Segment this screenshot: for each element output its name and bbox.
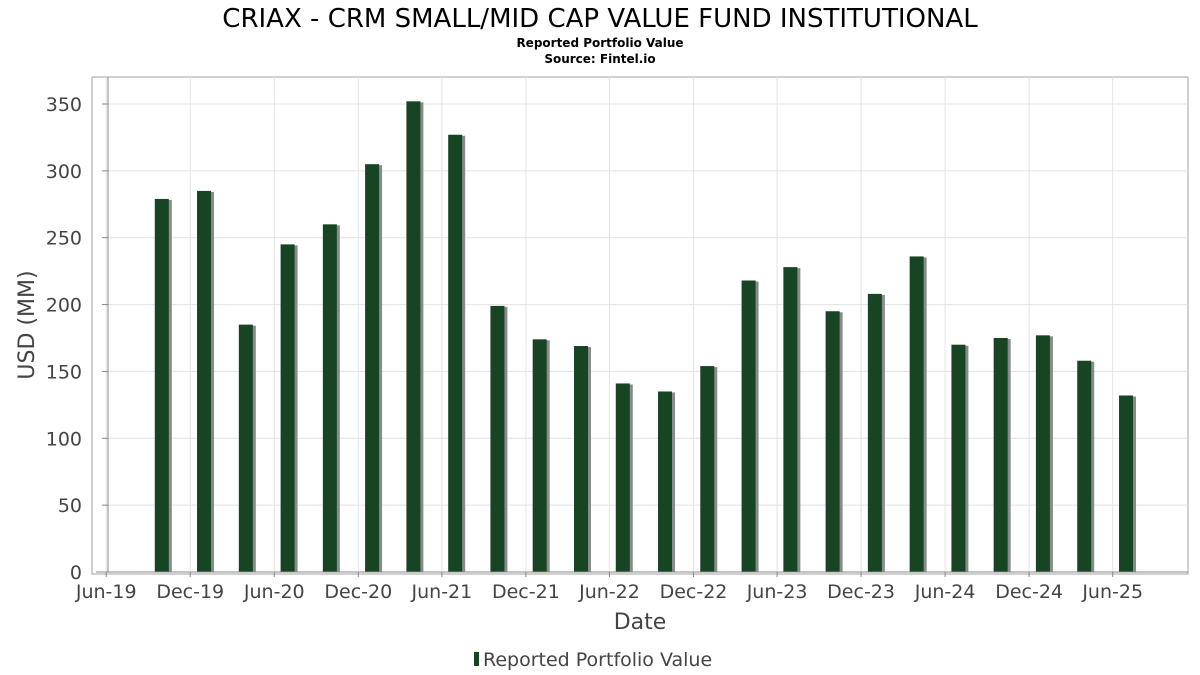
bar (532, 339, 550, 572)
x-tick-label: Jun-25 (1081, 581, 1143, 603)
bar-fill (448, 134, 463, 573)
y-axis-ticks: 0 50 100 150 200 250 300 350 (46, 94, 82, 584)
bar (1077, 360, 1095, 572)
x-tick-label: Jun-24 (914, 581, 976, 603)
bar-series (154, 101, 1137, 573)
bar-fill (490, 305, 505, 572)
bar (658, 391, 676, 572)
bar-fill (909, 256, 924, 572)
x-tick-label: Dec-21 (492, 581, 560, 603)
bar-fill (867, 293, 882, 572)
bar-fill (741, 280, 756, 572)
bar (365, 164, 383, 572)
bar-fill (825, 311, 840, 572)
x-tick-label: Jun-20 (243, 581, 305, 603)
x-axis-ticks: Jun-19 Dec-19 Jun-20 Dec-20 Jun-21 Dec-21 Jun-… (75, 581, 1143, 603)
x-tick-label: Jun-19 (75, 581, 137, 603)
bar (825, 311, 843, 572)
bar-fill (365, 164, 380, 572)
bar (867, 293, 885, 572)
bar (322, 224, 340, 573)
y-tick-label: 300 (46, 161, 82, 183)
bar (615, 383, 633, 572)
legend: Reported Portfolio Value (474, 649, 712, 671)
bar (741, 280, 759, 572)
bar-fill (238, 324, 253, 572)
y-tick-label: 0 (70, 562, 82, 584)
bar (700, 366, 718, 572)
bar-fill (197, 190, 212, 572)
bar-fill (615, 383, 630, 572)
legend-swatch (474, 652, 479, 666)
bar (154, 198, 172, 573)
bar (1119, 395, 1137, 572)
chart-title: CRIAX - CRM SMALL/MID CAP VALUE FUND INS… (222, 4, 978, 34)
bar-fill (573, 346, 588, 572)
x-tick-label: Jun-21 (411, 581, 473, 603)
bar-fill (406, 101, 421, 572)
grid-lines (105, 77, 1188, 572)
chart-source: Source: Fintel.io (544, 52, 655, 66)
bar-fill (1035, 335, 1050, 572)
plot-area (91, 76, 1189, 575)
bar-fill (1077, 360, 1092, 572)
x-tick-label: Dec-20 (324, 581, 392, 603)
bar-fill (154, 198, 169, 573)
x-tick-label: Dec-19 (156, 581, 224, 603)
x-tick-label: Dec-23 (827, 581, 895, 603)
y-tick-label: 100 (46, 428, 82, 450)
y-tick-label: 50 (58, 495, 82, 517)
bar-fill (1119, 395, 1134, 572)
x-tick-label: Jun-23 (746, 581, 808, 603)
bar (490, 305, 508, 572)
bar (238, 324, 256, 572)
x-axis-title: Date (614, 610, 667, 635)
bar (951, 344, 969, 572)
x-tick-label: Jun-22 (578, 581, 640, 603)
bar-fill (280, 244, 295, 572)
y-tick-label: 350 (46, 94, 82, 116)
bar-fill (532, 339, 547, 572)
bar (406, 101, 424, 572)
bar-fill (783, 267, 798, 572)
bar-fill (322, 224, 337, 573)
bar (909, 256, 927, 572)
bar-fill (700, 366, 715, 572)
bar (573, 346, 591, 572)
bar (197, 190, 215, 572)
x-tick-label: Dec-24 (995, 581, 1063, 603)
y-tick-label: 150 (46, 361, 82, 383)
legend-label: Reported Portfolio Value (483, 649, 712, 671)
y-tick-label: 200 (46, 295, 82, 317)
bar (783, 267, 801, 572)
bar (1035, 335, 1053, 572)
bar (280, 244, 298, 572)
y-axis-title: USD (MM) (15, 270, 40, 379)
chart-subtitle: Reported Portfolio Value (516, 36, 683, 50)
y-tick-label: 250 (46, 228, 82, 250)
bar-fill (993, 338, 1008, 572)
bar-fill (951, 344, 966, 572)
x-tick-label: Dec-22 (660, 581, 728, 603)
axes (96, 77, 1188, 577)
bar-fill (658, 391, 673, 572)
bar (448, 134, 466, 573)
bar (993, 338, 1011, 572)
